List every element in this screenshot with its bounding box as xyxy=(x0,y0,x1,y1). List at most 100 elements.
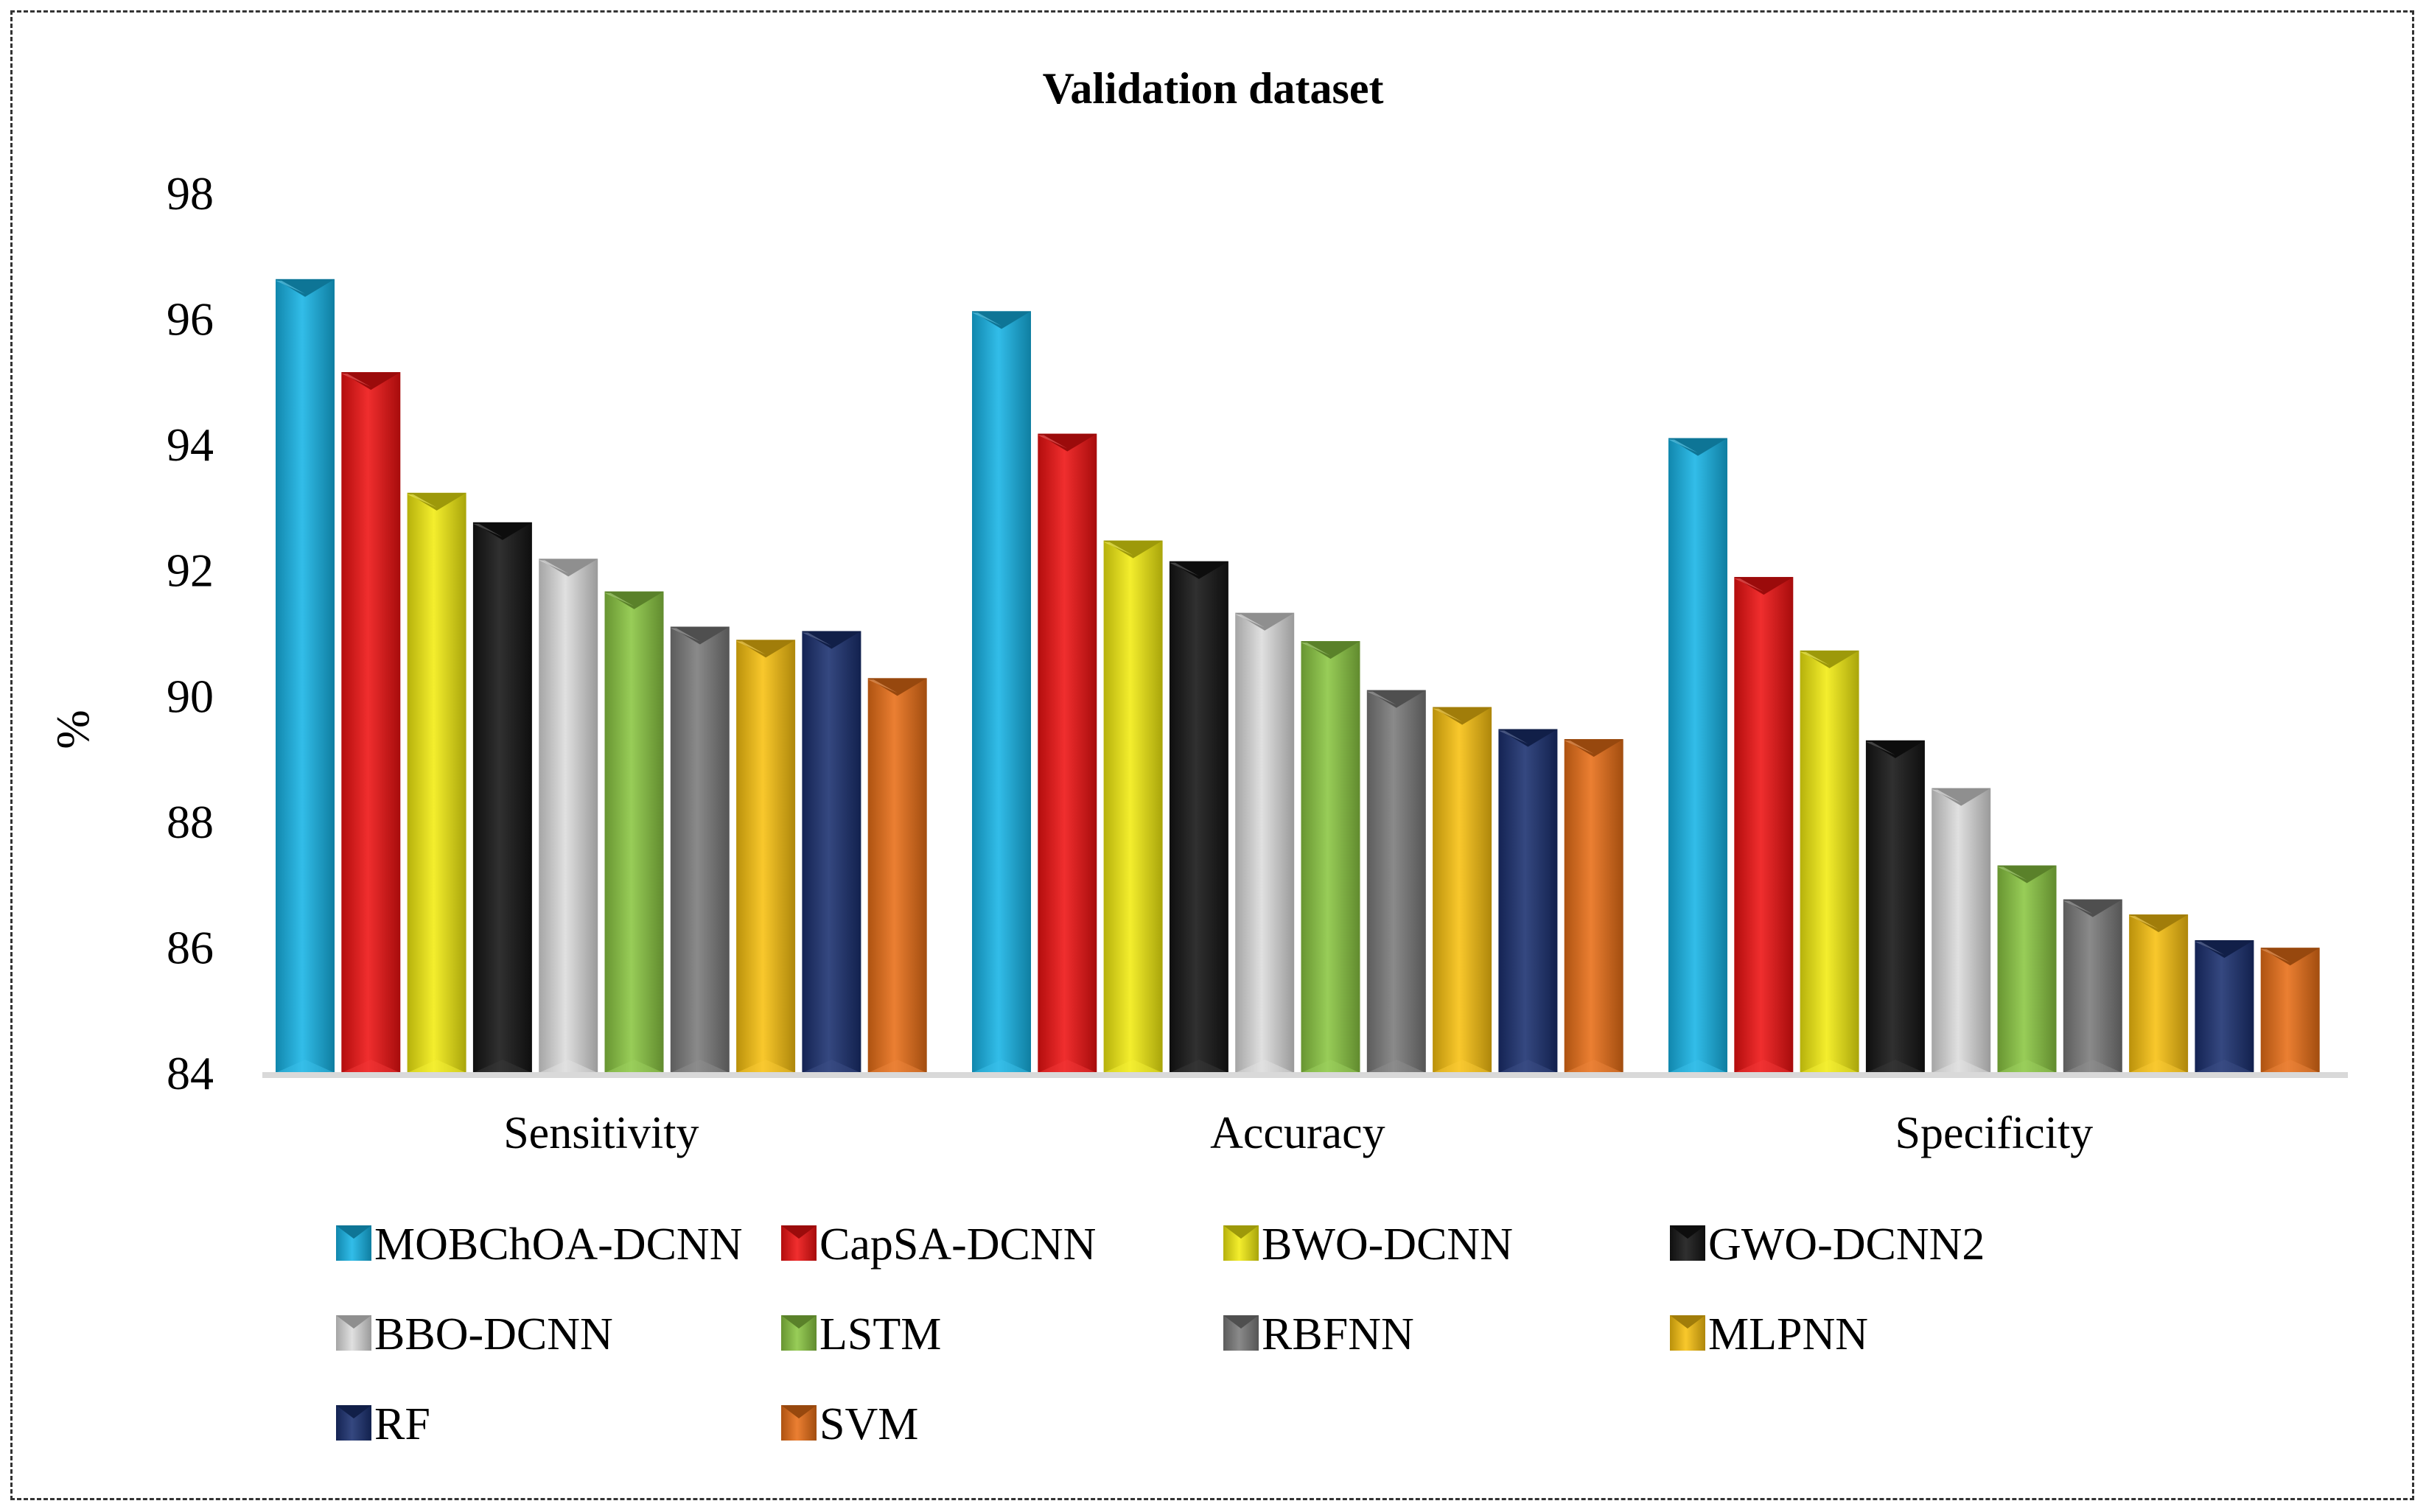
bar-lstm-sensitivity xyxy=(604,591,664,1073)
bar-cap-highlight xyxy=(604,592,635,606)
bar-cap xyxy=(972,311,1031,329)
bar-cap-highlight xyxy=(1301,643,1331,657)
legend-swatch-cap xyxy=(336,1405,371,1418)
bar-body xyxy=(1301,641,1360,1073)
legend-swatch-cap xyxy=(781,1315,817,1329)
bar-cap xyxy=(2129,914,2189,933)
bar-svm-accuracy xyxy=(1564,739,1623,1073)
bar-cap xyxy=(341,372,401,391)
bar-body xyxy=(276,279,335,1073)
legend-label: BBO-DCNN xyxy=(374,1309,613,1359)
bar-cap xyxy=(407,492,466,511)
bar-cap xyxy=(736,640,796,658)
bar-cap-highlight xyxy=(1103,542,1133,556)
bar-base xyxy=(472,1060,532,1073)
bar-cap xyxy=(1103,540,1163,559)
legend-label: SVM xyxy=(819,1399,918,1449)
bar-base xyxy=(2129,1060,2189,1073)
bar-base xyxy=(1366,1060,1426,1073)
legend-label: GWO-DCNN2 xyxy=(1708,1219,1985,1270)
bar-body xyxy=(867,678,927,1073)
y-tick-label: 98 xyxy=(167,167,214,220)
bar-cap xyxy=(1564,739,1623,757)
y-tick-label: 88 xyxy=(167,796,214,848)
bar-cap-highlight xyxy=(276,280,305,294)
bar-mobchoa-dcnn-specificity xyxy=(1668,438,1727,1073)
y-tick-label: 90 xyxy=(167,670,214,722)
bar-body xyxy=(802,631,861,1073)
bar-base xyxy=(867,1060,927,1073)
bar-cap xyxy=(1433,707,1492,725)
bar-body xyxy=(341,372,401,1073)
legend-swatch-cap xyxy=(781,1225,817,1239)
bar-rf-specificity xyxy=(2195,940,2254,1073)
bar-base xyxy=(1235,1060,1295,1073)
bar-body xyxy=(670,626,730,1073)
bar-lstm-accuracy xyxy=(1301,641,1360,1073)
bar-base xyxy=(1932,1060,1991,1073)
legend-swatch xyxy=(1223,1225,1259,1261)
bar-cap-highlight xyxy=(2129,916,2159,930)
y-tick-label: 96 xyxy=(167,293,214,346)
bar-cap-highlight xyxy=(1498,730,1528,744)
bar-rf-accuracy xyxy=(1498,729,1558,1073)
bar-cap xyxy=(1235,612,1295,631)
bar-cap-highlight xyxy=(1235,614,1265,628)
bar-mlpnn-specificity xyxy=(2129,914,2189,1073)
bar-base xyxy=(802,1060,861,1073)
bar-cap xyxy=(1800,650,1859,668)
bar-body xyxy=(407,492,466,1073)
bar-body xyxy=(1433,707,1492,1073)
bar-cap xyxy=(472,522,532,540)
bar-capsa-dcnn-sensitivity xyxy=(341,372,401,1073)
bar-body xyxy=(2129,914,2189,1073)
legend-swatch-cap xyxy=(1670,1225,1705,1239)
bar-cap-highlight xyxy=(1734,578,1764,592)
bar-cap xyxy=(1366,690,1426,708)
bar-cap xyxy=(1932,788,1991,806)
legend-swatch xyxy=(781,1225,817,1261)
y-tick-label: 94 xyxy=(167,419,214,471)
bar-body xyxy=(604,591,664,1073)
bar-base xyxy=(1433,1060,1492,1073)
bar-mlpnn-accuracy xyxy=(1433,707,1492,1073)
bar-base xyxy=(341,1060,401,1073)
bar-cap-highlight xyxy=(1997,867,2027,881)
chart-title: Validation dataset xyxy=(1043,64,1384,113)
bar-cap xyxy=(1301,641,1360,659)
bar-cap xyxy=(1038,433,1097,452)
bar-cap xyxy=(670,626,730,645)
bar-bwo-dcnn-specificity xyxy=(1800,650,1859,1073)
bar-body xyxy=(1235,612,1295,1073)
bar-cap-highlight xyxy=(2063,900,2093,914)
legend-label: MOBChOA-DCNN xyxy=(374,1219,742,1270)
bar-cap-highlight xyxy=(736,641,766,655)
legend-item-mobchoa-dcnn: MOBChOA-DCNN xyxy=(336,1219,742,1270)
legend-label: MLPNN xyxy=(1708,1309,1868,1359)
bar-body xyxy=(972,311,1031,1073)
category-label-sensitivity: Sensitivity xyxy=(503,1108,699,1158)
legend-swatch-cap xyxy=(781,1405,817,1418)
bars-group xyxy=(276,279,2320,1073)
bar-mobchoa-dcnn-accuracy xyxy=(972,311,1031,1073)
legend-swatch xyxy=(1670,1225,1705,1261)
bar-cap xyxy=(2195,940,2254,959)
legend-swatch xyxy=(781,1315,817,1351)
bar-gwo-dcnn2-sensitivity xyxy=(472,522,532,1073)
bar-cap xyxy=(1169,561,1228,579)
bar-base xyxy=(1169,1060,1228,1073)
bar-body xyxy=(1366,690,1426,1073)
y-tick-label: 84 xyxy=(167,1047,214,1099)
bar-cap-highlight xyxy=(539,560,569,574)
bar-base xyxy=(1800,1060,1859,1073)
bar-svm-specificity xyxy=(2260,948,2320,1073)
bar-cap-highlight xyxy=(670,628,700,642)
bar-cap xyxy=(1498,729,1558,747)
bar-capsa-dcnn-accuracy xyxy=(1038,433,1097,1073)
bar-base xyxy=(972,1060,1031,1073)
bar-cap xyxy=(2260,948,2320,966)
bar-base xyxy=(2063,1060,2122,1073)
bar-base xyxy=(539,1060,598,1073)
bar-body xyxy=(1103,540,1163,1073)
